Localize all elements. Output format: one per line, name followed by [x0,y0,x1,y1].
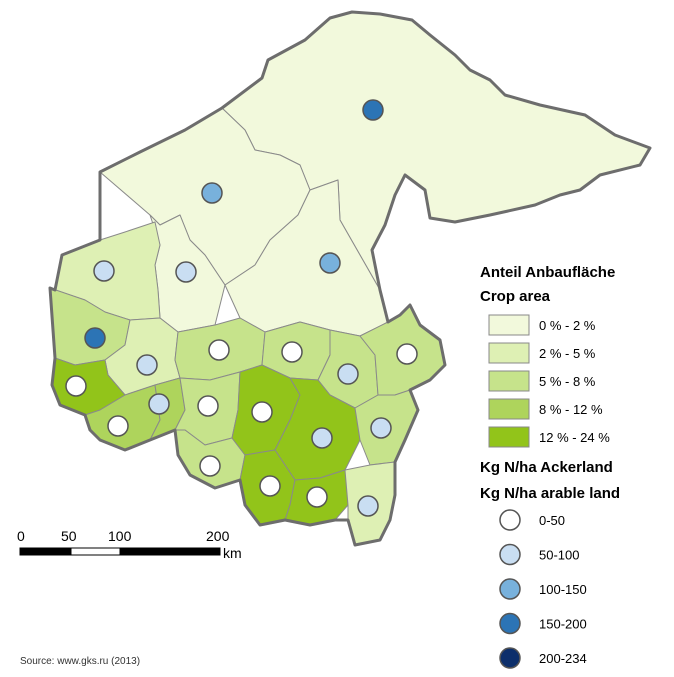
dot [396,343,418,365]
legend-nitrogen-label: 100-150 [539,582,587,597]
dot [201,182,223,204]
scale-unit: km [223,545,242,561]
legend-crop-label: 0 % - 2 % [539,318,596,333]
scale-tick-100: 100 [108,528,132,544]
scale-tick-200: 200 [206,528,230,544]
scale-bar: 0 50 100 200 km [17,528,242,561]
source-note: Source: www.gks.ru (2013) [20,656,140,667]
dot [319,252,341,274]
dot [175,261,197,283]
dot [311,427,333,449]
legend-nitrogen-label: 200-234 [539,651,587,666]
scale-segment-3 [119,547,221,556]
legend-crop-swatch [488,398,530,420]
dot [93,260,115,282]
legend-crop-items: 0 % - 2 % 2 % - 5 % 5 % - 8 % 8 % - 12 % 12 … [488,314,610,448]
dot [362,99,384,121]
legend-nitrogen: Kg N/ha Ackerland Kg N/ha arable land 0-… [480,459,620,669]
dot [208,339,230,361]
outer-border [48,10,652,547]
legend-crop-swatch [488,314,530,336]
legend-nitrogen-dot [499,509,521,531]
dot [65,375,87,397]
dot [357,495,379,517]
legend-crop-label: 2 % - 5 % [539,346,596,361]
legend-crop-swatch [488,370,530,392]
legend-crop-label: 8 % - 12 % [539,402,603,417]
dot [306,486,328,508]
legend-crop-label: 5 % - 8 % [539,374,596,389]
dot [136,354,158,376]
dot [84,327,106,349]
legend-crop-swatch [488,342,530,364]
scale-tick-50: 50 [61,528,77,544]
legend-nitrogen-label: 50-100 [539,548,579,563]
scale-tick-0: 0 [17,528,25,544]
legend-nitrogen-title-de: Kg N/ha Ackerland [480,459,613,476]
legend-crop-label: 12 % - 24 % [539,430,610,445]
legend-nitrogen-label: 0-50 [539,513,565,528]
legend-crop-title-en: Crop area [480,288,551,305]
dot [199,455,221,477]
legend-nitrogen-dot [499,578,521,600]
dot [197,395,219,417]
dot [370,417,392,439]
legend-crop-title-de: Anteil Anbaufläche [480,264,615,281]
legend-crop-swatch [488,426,530,448]
dot [251,401,273,423]
legend-nitrogen-dot [499,612,521,635]
legend-nitrogen-items: 0-50 50-100 100-150 150-200 200-234 [499,509,587,669]
dot [107,415,129,437]
scale-segment-2 [70,547,121,556]
dot [259,475,281,497]
legend-nitrogen-label: 150-200 [539,617,587,632]
dot [337,363,359,385]
nitrogen-dots [65,99,418,517]
legend-nitrogen-title-en: Kg N/ha arable land [480,485,620,502]
dot [281,341,303,363]
scale-segment-1 [19,547,72,556]
legend-crop-area: Anteil Anbaufläche Crop area 0 % - 2 % 2 … [480,264,615,448]
legend-nitrogen-dot [499,543,521,566]
dot [148,393,170,415]
legend-nitrogen-dot [499,647,521,669]
